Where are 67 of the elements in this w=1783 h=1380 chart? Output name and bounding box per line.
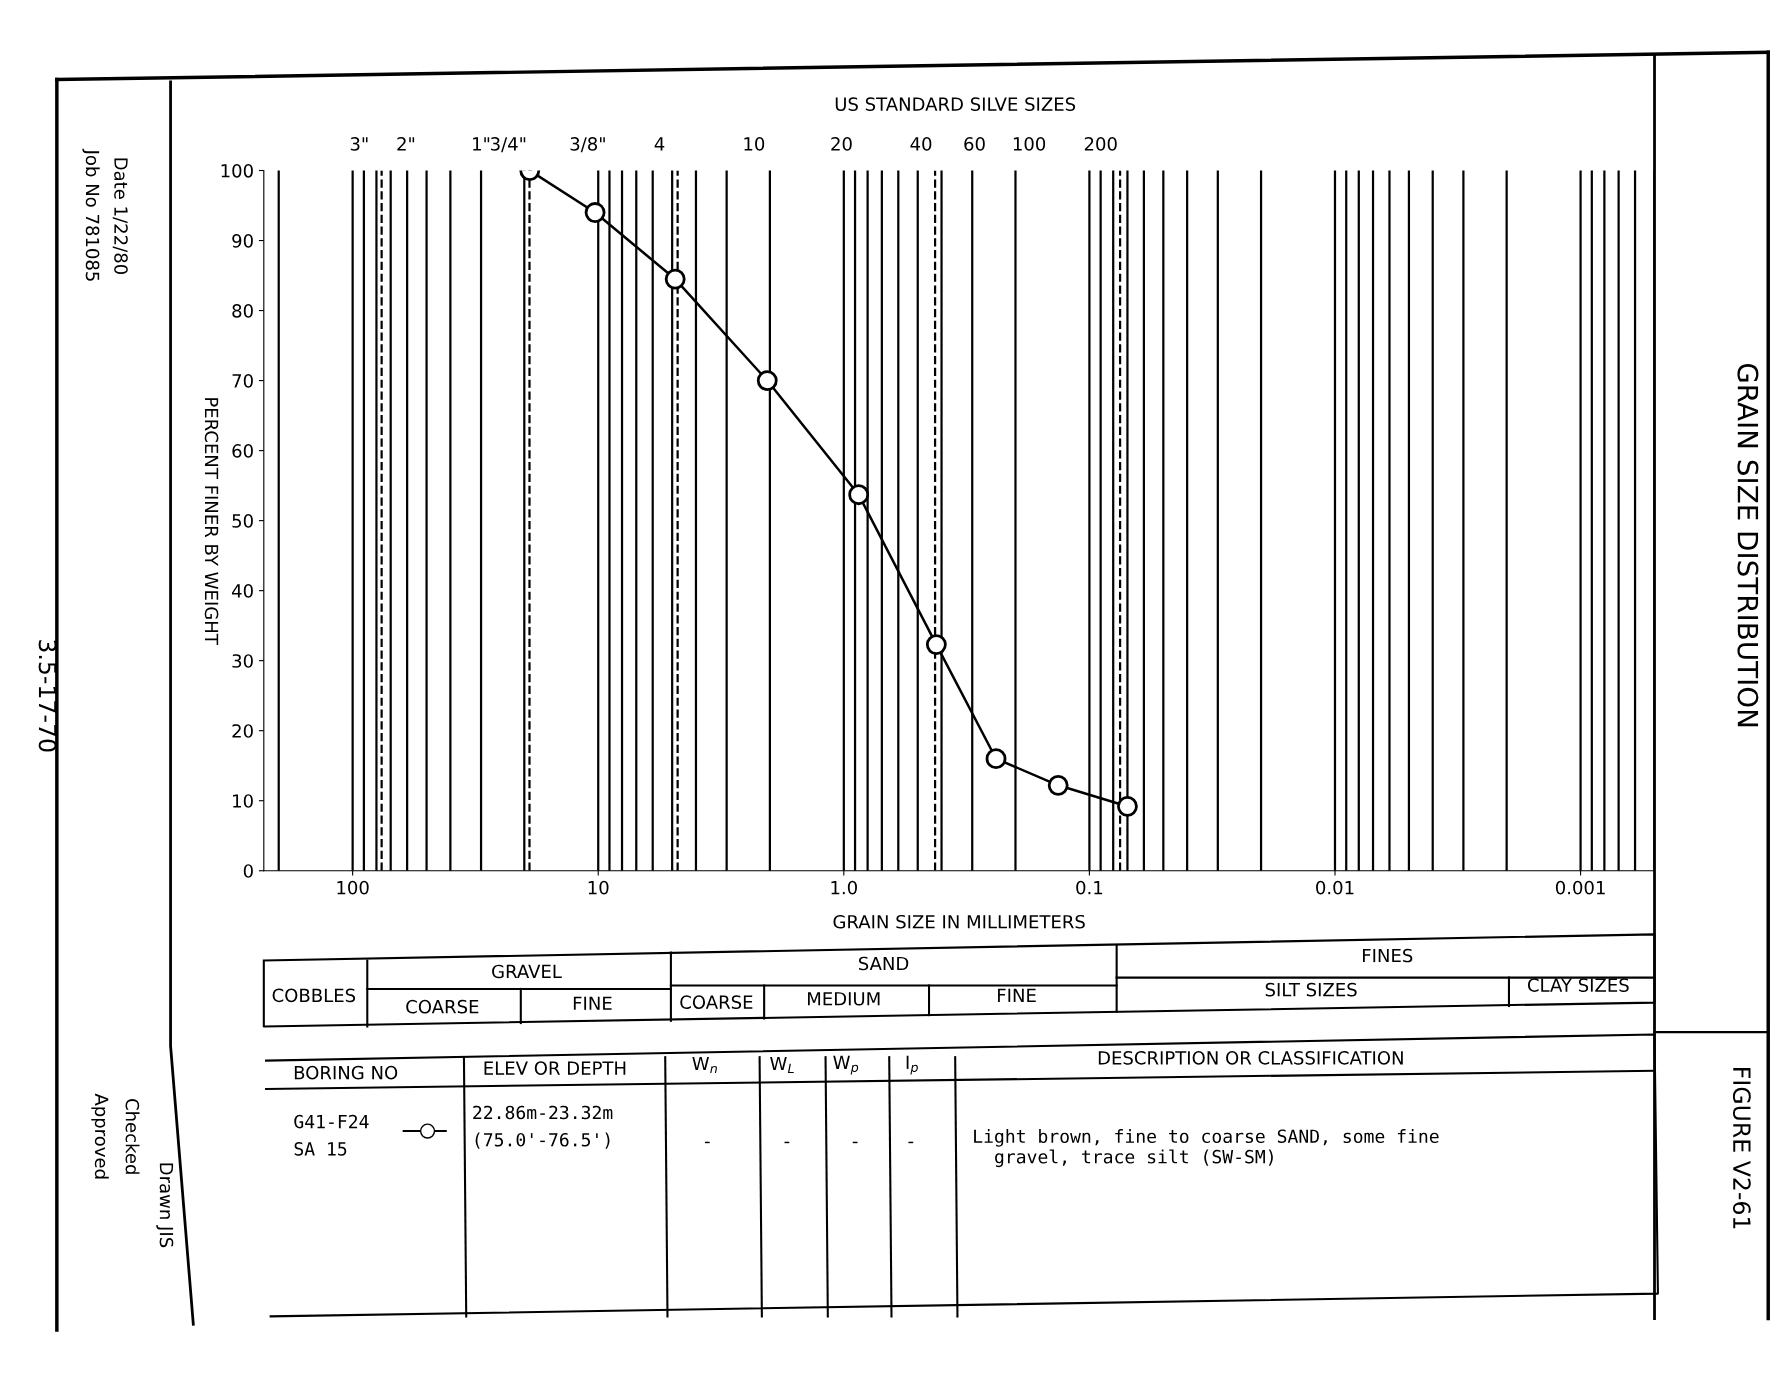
y-tick-label: 10 bbox=[233, 794, 253, 808]
text: 4 bbox=[654, 137, 665, 151]
y-axis-title: PERCENT FINER BY WEIGHT bbox=[204, 398, 219, 645]
text: 22.86m-23.32m bbox=[473, 1105, 613, 1120]
text: - bbox=[784, 1141, 790, 1144]
text: SA 15 bbox=[294, 1142, 347, 1156]
text: MEDIUM bbox=[808, 992, 880, 1006]
text: SAND bbox=[858, 956, 909, 971]
text: Approved bbox=[91, 1093, 109, 1179]
text: CLAY SIZES bbox=[1527, 978, 1629, 992]
text: Checked bbox=[125, 1099, 140, 1174]
text: Light brown, fine to coarse SAND, some fine gravel, trace silt (SW-SM) bbox=[974, 1129, 1439, 1168]
text: I$_{p}$ bbox=[906, 1055, 918, 1075]
text: COBBLES bbox=[272, 988, 356, 1003]
text: Date 1/22/80 bbox=[112, 158, 128, 275]
x-tick-label: 10 bbox=[588, 880, 609, 895]
text: (75.0'-76.5') bbox=[475, 1132, 610, 1149]
text: FINE bbox=[573, 996, 612, 1010]
x-tick-label: 0.1 bbox=[1076, 880, 1103, 895]
text: - bbox=[704, 1141, 710, 1144]
y-tick-label: 60 bbox=[232, 444, 253, 458]
text: BORING NO bbox=[294, 1065, 398, 1080]
text: FINE bbox=[998, 988, 1036, 1002]
y-tick-label: 0 bbox=[243, 864, 253, 878]
y-tick-label: 70 bbox=[232, 374, 253, 388]
text: GRAVEL bbox=[492, 964, 562, 979]
x-tick-label: 100 bbox=[337, 880, 369, 895]
text: GRAIN SIZE DISTRIBUTION bbox=[1737, 363, 1759, 727]
y-tick-label: 80 bbox=[232, 304, 253, 318]
text: 40 bbox=[910, 137, 932, 151]
text: COARSE bbox=[680, 995, 753, 1009]
y-tick-label: 50 bbox=[232, 514, 253, 528]
text: 1" bbox=[473, 137, 490, 151]
text: 2" bbox=[397, 137, 415, 151]
text: - bbox=[908, 1141, 914, 1144]
text: 3" bbox=[350, 137, 368, 151]
text: - bbox=[852, 1141, 858, 1144]
text: 20 bbox=[831, 137, 852, 151]
text: W$_{p}$ bbox=[833, 1055, 859, 1075]
text: ELEV OR DEPTH bbox=[484, 1061, 626, 1075]
text: 200 bbox=[1084, 137, 1117, 151]
text: 60 bbox=[964, 137, 985, 151]
text: Drawn JIS bbox=[156, 1163, 174, 1248]
text: COARSE bbox=[406, 999, 479, 1014]
text: US STANDARD SILVE SIZES bbox=[835, 97, 1076, 111]
text: FINES bbox=[1363, 948, 1413, 963]
y-tick-label: 100 bbox=[221, 163, 253, 178]
text: SILT SIZES bbox=[1265, 982, 1357, 997]
x-tick-label: 0.001 bbox=[1555, 880, 1605, 895]
text: Job No 781085 bbox=[82, 148, 100, 281]
text: DESCRIPTION OR CLASSIFICATION bbox=[1098, 1051, 1403, 1065]
caption: FIGURE V2-61 bbox=[1732, 1068, 1751, 1229]
x-axis-title: GRAIN SIZE IN MILLIMETERS bbox=[833, 914, 1085, 929]
text: G41-F24 bbox=[294, 1114, 369, 1129]
text: 3/8" bbox=[570, 137, 605, 153]
y-tick-label: 20 bbox=[232, 724, 253, 738]
x-tick-label: 0.01 bbox=[1316, 880, 1354, 895]
text: W$_{L}$ bbox=[770, 1056, 794, 1074]
y-tick-label: 40 bbox=[232, 584, 253, 598]
y-tick-label: 30 bbox=[232, 654, 253, 668]
text: 3/4" bbox=[490, 137, 526, 153]
text: 10 bbox=[744, 137, 765, 151]
text: W$_{n}$ bbox=[692, 1056, 717, 1074]
text: 3.5-17-70 bbox=[38, 640, 57, 752]
y-tick-label: 90 bbox=[232, 233, 253, 248]
x-tick-label: 1.0 bbox=[831, 880, 857, 895]
text: 100 bbox=[1013, 137, 1046, 151]
